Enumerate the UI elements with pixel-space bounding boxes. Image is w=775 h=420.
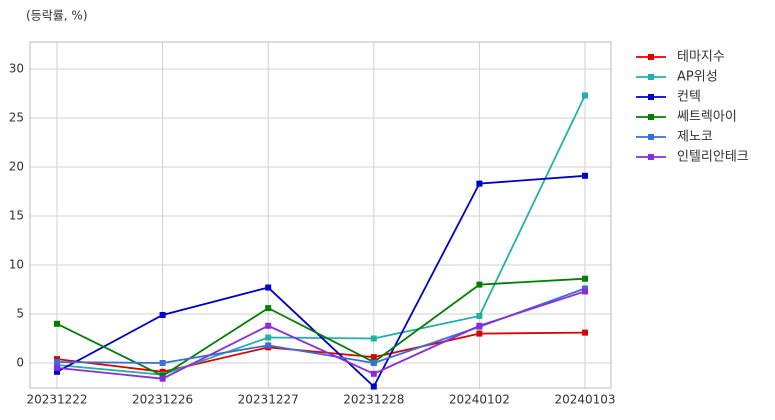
point [476,312,483,319]
point [370,335,377,342]
chart-title: (등락률, %) [26,9,88,23]
series-line [56,277,586,377]
legend-marker [648,114,654,120]
point [265,305,272,312]
legend-marker [648,74,654,80]
legend-marker [648,54,654,60]
x-tick-label: 20231228 [343,393,404,407]
x-tick-label: 20240102 [449,393,510,407]
point [54,364,60,371]
y-tick-label: 5 [16,306,24,320]
point [265,322,272,329]
legend-marker [648,154,654,160]
point [370,383,377,390]
x-tick-label: 20231222 [26,393,87,407]
point [582,329,588,336]
point [476,281,483,288]
legend-marker [648,134,654,140]
y-tick-label: 20 [9,159,24,173]
point [265,284,272,291]
point [476,330,483,337]
x-tick-label: 20240103 [554,393,615,407]
point [582,275,588,282]
legend-label: AP위성 [677,70,718,85]
point [582,92,588,99]
plot-frame [29,41,612,389]
point [265,334,272,341]
x-tick-label: 20231226 [132,393,193,407]
point [370,360,377,367]
point [370,370,377,377]
y-tick-label: 15 [9,208,24,222]
point [582,288,588,295]
x-tick-label: 20231227 [238,393,299,407]
legend-label: 제노코 [677,130,713,145]
y-tick-label: 0 [16,356,24,370]
point [159,360,166,367]
point [54,359,60,366]
point [159,375,166,382]
point [370,354,377,361]
legend-label: 테마지수 [677,50,725,65]
point [265,342,272,349]
legend-label: 쎄트렉아이 [677,110,737,125]
point [54,368,60,375]
series-line [56,331,586,373]
series-line [56,174,586,388]
point [54,320,60,327]
y-tick-label: 25 [9,110,24,124]
point [159,311,166,318]
legend-marker [648,94,654,100]
point [476,322,483,329]
legend-label: 컨텍 [677,90,701,105]
legend-label: 인텔리안테크 [677,150,749,165]
series-line [56,290,586,380]
y-tick-label: 10 [9,257,24,271]
point [476,180,483,187]
y-tick-label: 30 [9,61,24,75]
point [582,172,588,179]
